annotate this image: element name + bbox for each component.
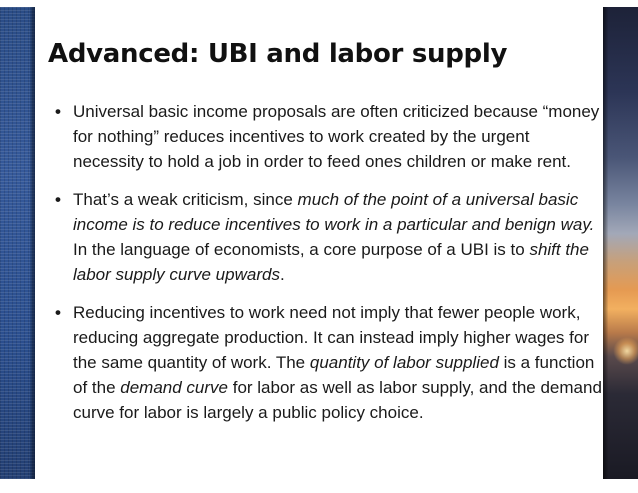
bullet-dot-icon: •: [55, 303, 61, 322]
right-slide-shadow: [603, 7, 608, 479]
bullet-emphasis: much of the point of a universal basic i…: [73, 190, 595, 234]
bullet-text: .: [279, 265, 285, 284]
bullet-list: • Universal basic income proposals are o…: [55, 99, 603, 438]
bullet-text: Reducing incentives to work need not imp…: [73, 303, 589, 372]
slide-title: Advanced: UBI and labor supply: [48, 39, 508, 69]
bullet-emphasis: demand curve: [120, 378, 228, 397]
right-background-sunset: [603, 7, 638, 479]
bullet-item-2: • That’s a weak criticism, since much of…: [55, 187, 603, 287]
slide: Advanced: UBI and labor supply • Univers…: [35, 7, 603, 479]
sun-glow: [613, 337, 638, 365]
bullet-item-1: • Universal basic income proposals are o…: [55, 99, 603, 174]
bullet-text: is a function of the: [73, 353, 595, 397]
bullet-text: for labor as well as labor supply, and t…: [73, 378, 602, 422]
bullet-text: Universal basic income proposals are oft…: [73, 102, 600, 171]
bullet-item-3: • Reducing incentives to work need not i…: [55, 300, 603, 425]
bullet-text: That’s a weak criticism, since: [73, 190, 298, 209]
bullet-emphasis: shift the labor supply curve upwards: [73, 240, 589, 284]
left-slide-shadow: [30, 7, 35, 479]
bullet-emphasis: quantity of labor supplied: [309, 353, 499, 372]
bullet-dot-icon: •: [55, 190, 61, 209]
bullet-text: In the language of economists, a core pu…: [73, 240, 530, 259]
bullet-dot-icon: •: [55, 102, 61, 121]
left-background-texture: [0, 7, 35, 479]
